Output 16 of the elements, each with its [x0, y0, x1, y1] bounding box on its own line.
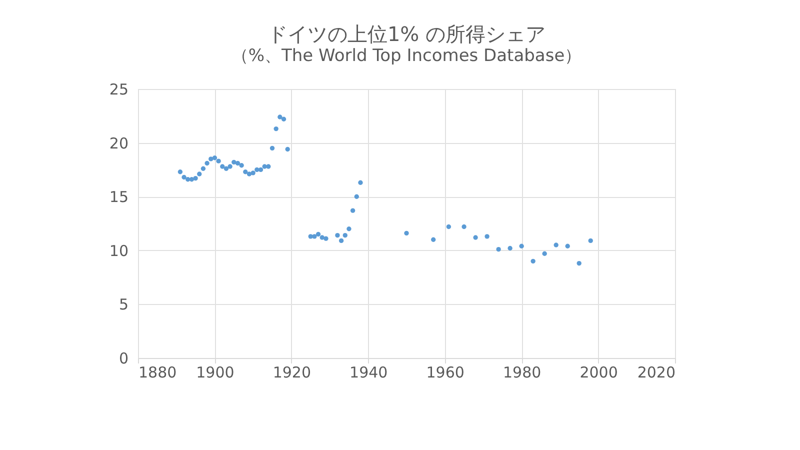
x-tick-label: 1880 — [138, 364, 177, 382]
x-tick-label: 1940 — [350, 364, 388, 382]
x-tick-label: 2020 — [637, 364, 676, 382]
y-tick-label: 0 — [118, 350, 128, 368]
chart-title: ドイツの上位1% の所得シェア — [267, 22, 546, 46]
x-tick-label: 1920 — [272, 364, 312, 382]
x-tick-label: 1980 — [502, 364, 542, 382]
y-tick-label: 5 — [118, 296, 128, 314]
y-tick-label: 20 — [109, 134, 128, 152]
x-tick-label: 1900 — [196, 364, 234, 382]
x-tick-label: 2000 — [580, 364, 618, 382]
y-tick-label: 25 — [109, 80, 128, 98]
chart-subtitle: （%、The World Top Incomes Database） — [231, 46, 582, 66]
x-tick-label: 1960 — [426, 364, 464, 382]
y-tick-label: 15 — [109, 188, 128, 206]
y-tick-label: 10 — [109, 242, 128, 260]
